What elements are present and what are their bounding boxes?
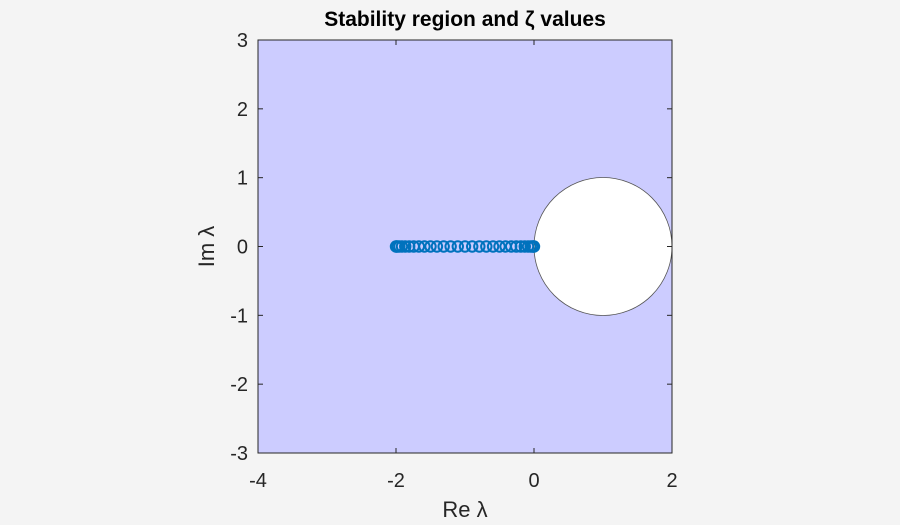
x-tick-label: -4 (249, 470, 267, 492)
x-tick-label: 0 (528, 470, 539, 492)
y-tick-label: 3 (237, 30, 248, 52)
chart-title: Stability region and ζ values (324, 8, 606, 31)
series-markers (389, 240, 541, 253)
data-point-marker (444, 240, 457, 253)
data-point-marker (458, 240, 472, 253)
data-point-marker (466, 240, 479, 253)
x-axis-ticks: -4 -2 0 2 (249, 40, 678, 492)
unstable-disk (533, 177, 673, 316)
data-point-marker (451, 240, 464, 253)
y-tick-label: -2 (230, 374, 248, 396)
y-tick-label: -1 (230, 305, 248, 327)
x-axis-label: Re λ (442, 497, 487, 522)
plot-area (257, 39, 673, 454)
y-tick-label: 0 (237, 237, 248, 259)
x-tick-label: 2 (666, 470, 677, 492)
data-point-marker (486, 240, 500, 253)
data-point-marker (473, 240, 486, 253)
data-point-marker (437, 240, 450, 253)
data-point-marker (399, 240, 412, 253)
data-point-marker (510, 240, 523, 253)
data-point-marker (527, 240, 541, 253)
data-point-marker (493, 240, 506, 253)
data-point-marker (418, 240, 431, 253)
y-axis-label: Im λ (194, 226, 219, 268)
x-tick-label: -2 (387, 470, 405, 492)
y-tick-label: -3 (230, 443, 248, 465)
data-point-marker (480, 240, 493, 253)
data-point-marker (412, 240, 426, 253)
data-point-marker (430, 240, 444, 253)
y-tick-label: 1 (237, 168, 248, 190)
y-axis-ticks: 3 2 1 0 -1 -2 -3 (230, 30, 672, 465)
data-point-marker (424, 240, 437, 253)
y-tick-label: 2 (237, 99, 248, 121)
